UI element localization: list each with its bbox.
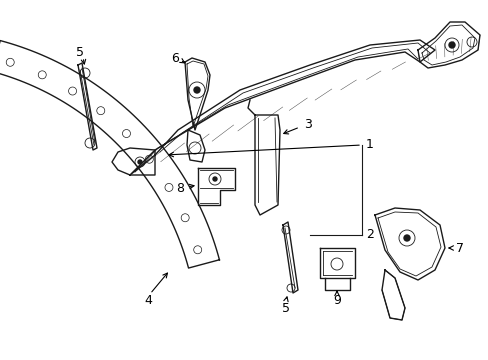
Polygon shape [283, 222, 297, 293]
Polygon shape [417, 22, 479, 68]
Polygon shape [184, 58, 209, 130]
Text: 8: 8 [176, 181, 183, 194]
Polygon shape [78, 63, 97, 150]
Polygon shape [130, 40, 434, 175]
Polygon shape [0, 41, 219, 268]
Text: 7: 7 [455, 242, 463, 255]
Circle shape [448, 42, 454, 48]
Polygon shape [198, 168, 235, 205]
Polygon shape [254, 115, 280, 215]
Circle shape [194, 87, 200, 93]
Polygon shape [112, 148, 155, 175]
Text: 5: 5 [76, 45, 84, 58]
Text: 3: 3 [304, 118, 311, 131]
Polygon shape [374, 208, 444, 280]
Circle shape [213, 177, 217, 181]
Circle shape [403, 235, 409, 241]
Text: 5: 5 [282, 302, 289, 315]
Text: 1: 1 [366, 139, 373, 152]
Text: 6: 6 [171, 51, 179, 64]
Text: 9: 9 [332, 293, 340, 306]
Circle shape [138, 160, 142, 164]
Text: 4: 4 [144, 293, 152, 306]
Polygon shape [319, 248, 354, 278]
Text: 2: 2 [366, 229, 373, 242]
